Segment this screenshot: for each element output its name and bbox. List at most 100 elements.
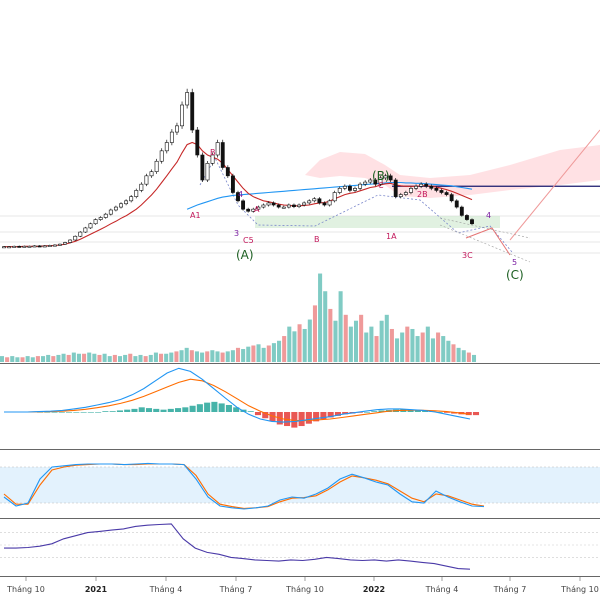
- macd-histogram-bar: [167, 408, 174, 412]
- candle-up: [358, 183, 363, 189]
- trend-line: [509, 129, 600, 241]
- candle-down: [317, 198, 322, 204]
- candle-up: [327, 200, 332, 206]
- candle-up: [52, 244, 57, 247]
- macd-histogram-bar: [334, 412, 341, 416]
- wave-labels: A1 B 4 A 3 C5 B C 2B 1A 4 5 3C (B) (A) (…: [190, 148, 524, 282]
- candle-up: [124, 200, 129, 205]
- x-axis: Tháng 10 2021 Tháng 4 Tháng 7 Tháng 10 2022 Th…: [6, 577, 599, 594]
- volume-bar: [405, 326, 410, 362]
- volume-bar: [97, 354, 102, 362]
- candle-down: [454, 200, 459, 208]
- wave-label-3: 3: [234, 229, 239, 238]
- volume-bar: [153, 352, 158, 362]
- x-axis-tick-label: 2022: [363, 585, 385, 594]
- volume-bar: [76, 353, 81, 362]
- candle-up: [286, 204, 291, 208]
- volume-bar: [56, 354, 61, 362]
- candle-up: [251, 208, 256, 212]
- candle-up: [297, 204, 301, 207]
- candle-up: [342, 185, 347, 189]
- candle-up: [332, 192, 337, 202]
- volume-bars: [0, 273, 477, 362]
- volume-bar: [400, 332, 405, 362]
- volume-bar: [5, 357, 10, 362]
- volume-bar: [282, 336, 287, 362]
- wave-label-a1: A1: [190, 211, 201, 220]
- volume-bar: [466, 352, 471, 362]
- candle-up: [419, 183, 424, 187]
- macd-line: [4, 367, 471, 423]
- volume-bar: [148, 354, 153, 362]
- volume-bar: [159, 353, 164, 362]
- candle-up: [2, 246, 6, 249]
- candle-up: [409, 188, 413, 193]
- volume-bar: [128, 353, 133, 362]
- macd-histogram-bar: [153, 408, 160, 412]
- candle-up: [27, 245, 32, 248]
- wave-label-a: A: [254, 205, 260, 214]
- x-axis-tick-label: Tháng 4: [425, 585, 459, 594]
- volume-bar: [441, 336, 446, 362]
- volume-bar: [215, 351, 220, 362]
- volume-bar: [15, 357, 20, 362]
- candle-down: [322, 202, 327, 206]
- macd-histogram-bar: [204, 402, 211, 412]
- volume-bar: [277, 340, 282, 362]
- volume-bar: [297, 324, 302, 362]
- candle-down: [200, 154, 205, 181]
- candle-up: [281, 206, 286, 209]
- stochastic-panel: [0, 462, 600, 510]
- candle-up: [383, 175, 388, 179]
- macd-histogram-bar: [363, 412, 371, 413]
- stochastic-d-line: [3, 463, 485, 509]
- macd-histogram-bar: [138, 407, 145, 412]
- candle-up: [129, 196, 134, 202]
- volume-bar: [420, 332, 425, 362]
- candle-up: [32, 245, 37, 248]
- candle-up: [93, 219, 98, 225]
- candle-up: [256, 206, 261, 210]
- candle-down: [230, 175, 235, 193]
- macd-histogram-bar: [196, 404, 203, 412]
- volume-bar: [71, 352, 76, 362]
- wave-label-4: 4: [238, 190, 243, 199]
- x-axis-tick-label: Tháng 10: [285, 585, 324, 594]
- macd-histogram-bar: [58, 412, 65, 413]
- macd-histogram-bar: [443, 412, 450, 413]
- macd-histogram-bar: [102, 411, 109, 412]
- volume-bar: [384, 314, 389, 362]
- volume-bar: [30, 357, 35, 362]
- volume-bar: [169, 352, 174, 362]
- volume-bar: [184, 347, 189, 362]
- volume-bar: [164, 353, 169, 362]
- candle-up: [63, 242, 67, 245]
- wave-label-b: B: [314, 235, 320, 244]
- candle-up: [307, 200, 312, 204]
- macd-histogram-bar: [422, 410, 429, 412]
- macd-histogram-bar: [189, 405, 196, 412]
- x-axis-tick-label: Tháng 4: [149, 585, 183, 594]
- macd-histogram-bar: [182, 407, 189, 412]
- candle-up: [119, 203, 123, 208]
- candle-down: [241, 200, 246, 210]
- volume-bar: [241, 349, 246, 362]
- volume-bar: [436, 332, 441, 362]
- macd-histogram-bar: [262, 412, 269, 419]
- volume-bar: [87, 352, 92, 362]
- channel-line: [439, 224, 531, 263]
- candle-up: [368, 179, 373, 183]
- macd-histogram-bar: [131, 408, 138, 412]
- volume-bar: [0, 356, 5, 362]
- volume-bar: [10, 356, 15, 362]
- volume-bar: [410, 328, 415, 362]
- volume-bar: [25, 356, 30, 362]
- volume-bar: [117, 356, 123, 362]
- volume-bar: [102, 353, 107, 362]
- candle-up: [180, 104, 184, 127]
- support-zone: [255, 216, 500, 228]
- volume-bar: [251, 345, 256, 362]
- volume-bar: [179, 350, 184, 362]
- candle-down: [347, 185, 352, 191]
- macd-histogram-bar: [211, 401, 218, 412]
